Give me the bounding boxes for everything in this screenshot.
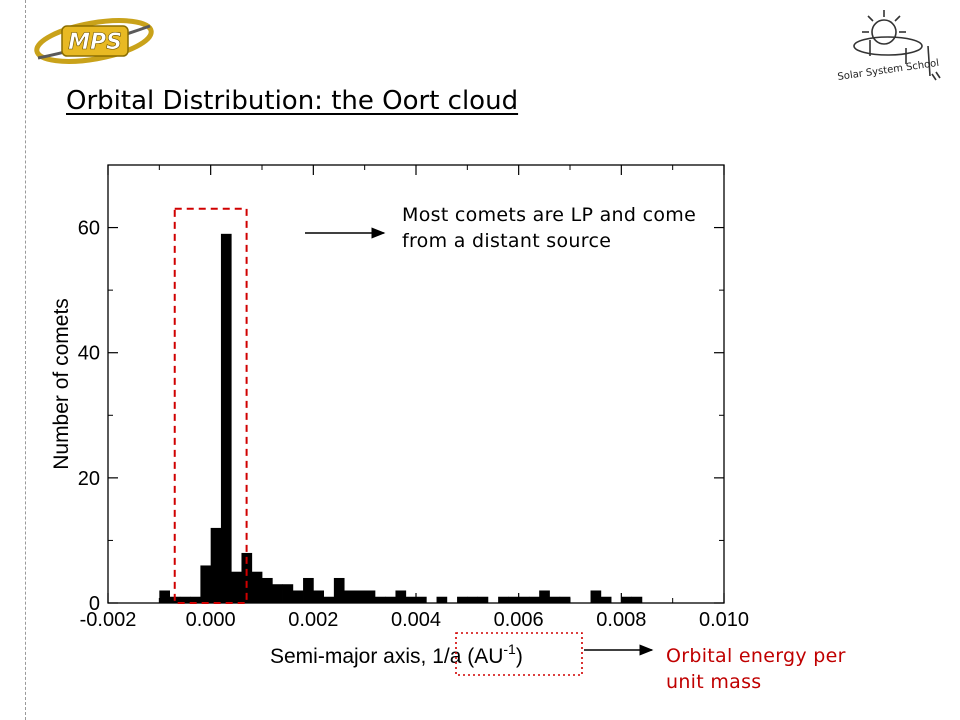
histogram-bar xyxy=(272,584,283,603)
histogram-bar xyxy=(282,584,294,603)
y-tick-label: 0 xyxy=(89,593,100,615)
annotation-line: Orbital energy per xyxy=(666,645,846,667)
y-tick-label: 20 xyxy=(78,468,100,490)
annotation-line: from a distant source xyxy=(402,230,612,252)
histogram-bar xyxy=(549,596,561,603)
histogram-bar xyxy=(333,577,345,603)
histogram-bar xyxy=(590,590,602,603)
mps-logo: MPS xyxy=(34,18,154,64)
x-tick-label: -0.002 xyxy=(80,609,137,631)
histogram-bar xyxy=(374,596,386,603)
histogram-bar xyxy=(344,590,355,603)
histogram-bar xyxy=(200,565,212,603)
histogram-bar xyxy=(621,596,632,603)
x-axis-label-main: Semi-major axis, 1/a (AU xyxy=(270,645,503,668)
svg-text:MPS: MPS xyxy=(68,30,122,55)
histogram-bar xyxy=(559,596,571,603)
histogram-bar xyxy=(364,590,376,603)
annotation-lp-comets: Most comets are LP and come from a dista… xyxy=(402,202,701,254)
y-axis-label: Number of comets xyxy=(50,298,73,470)
left-dashed-border xyxy=(25,0,26,720)
histogram-bar xyxy=(313,590,324,603)
x-tick-label: 0.004 xyxy=(391,609,441,631)
x-tick-label: 0.008 xyxy=(596,609,646,631)
histogram-bar xyxy=(354,590,366,603)
histogram-bar xyxy=(385,596,396,603)
x-axis-label: Semi-major axis, 1/a (AU-1) xyxy=(270,641,523,668)
y-tick-label: 40 xyxy=(78,343,100,365)
histogram-bar xyxy=(251,571,263,603)
histogram-bar xyxy=(457,596,468,603)
histogram-bar xyxy=(220,233,232,604)
histogram-bar xyxy=(467,596,478,603)
histogram-bar xyxy=(477,596,489,603)
x-axis-label-end: ) xyxy=(516,645,523,668)
annotation-line: unit mass xyxy=(666,671,762,693)
histogram-bar xyxy=(539,590,550,603)
histogram-bar xyxy=(323,596,335,603)
x-tick-label: 0.010 xyxy=(699,609,749,631)
histogram-bar xyxy=(179,596,191,603)
plot-area: -0.002 0.000 0.002 0.004 0.006 0.008 0.010 0 20 4… xyxy=(50,164,749,676)
histogram-bar xyxy=(405,596,417,603)
histogram-bar xyxy=(395,590,407,603)
y-tick-label: 60 xyxy=(78,218,100,240)
annotation-orbital-energy: Orbital energy per unit mass xyxy=(666,643,846,695)
x-axis-label-superscript: -1 xyxy=(503,641,516,657)
annotation-line: Most comets are LP and come xyxy=(402,204,697,226)
histogram-bar xyxy=(498,596,509,603)
histogram-bar xyxy=(292,590,304,603)
highlight-box-peak xyxy=(173,207,248,605)
x-tick-label: 0.000 xyxy=(186,609,236,631)
histogram-bar xyxy=(528,596,540,603)
histogram-bar xyxy=(159,590,170,603)
histogram-bar xyxy=(508,596,520,603)
highlight-box-xlabel xyxy=(455,632,583,676)
histogram-bar xyxy=(241,552,253,603)
histogram-bar xyxy=(231,571,242,603)
slide-title: Orbital Distribution: the Oort cloud xyxy=(66,86,519,116)
histogram-bar xyxy=(518,596,530,603)
histogram-bar xyxy=(416,596,427,603)
histogram-bar xyxy=(210,527,222,603)
x-tick-label: 0.006 xyxy=(494,609,544,631)
histogram-bar xyxy=(303,577,314,603)
histogram-bar xyxy=(631,596,643,603)
solar-system-school-logo: Solar System School xyxy=(837,10,941,83)
x-tick-label: 0.002 xyxy=(288,609,338,631)
histogram-bar xyxy=(262,577,273,603)
histogram-bar xyxy=(600,596,612,603)
histogram-bar xyxy=(190,596,201,603)
histogram-bar xyxy=(436,596,448,603)
